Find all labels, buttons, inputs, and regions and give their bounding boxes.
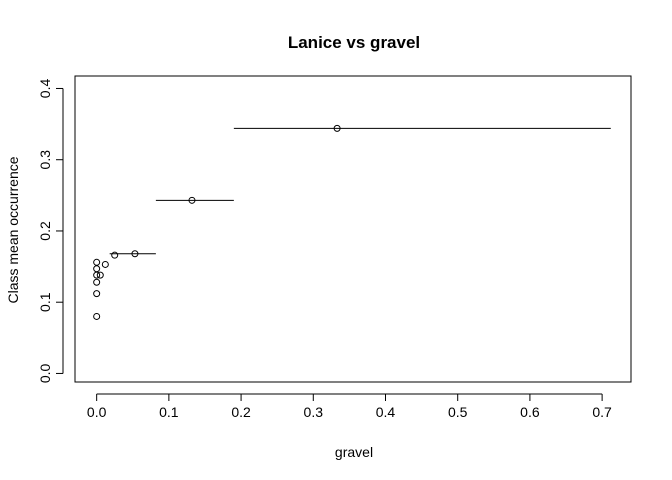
y-tick-label: 0.0	[37, 364, 53, 384]
data-point	[188, 196, 196, 204]
y-tick-label: 0.2	[37, 221, 53, 241]
x-tick-label: 0.3	[304, 404, 324, 420]
y-tick-label: 0.3	[37, 150, 53, 170]
data-point	[93, 312, 101, 320]
chart-title: Lanice vs gravel	[288, 33, 420, 52]
data-point	[111, 251, 119, 259]
y-axis-label: Class mean occurrence	[5, 156, 21, 303]
y-tick-label: 0.4	[37, 79, 53, 99]
x-axis: 0.0 0.1 0.2 0.3 0.4 0.5 0.6 0.7	[87, 393, 612, 420]
data-point	[101, 260, 109, 268]
plot-frame	[74, 75, 632, 383]
data-point	[93, 278, 101, 286]
data-point	[93, 290, 101, 298]
x-tick-label: 0.5	[448, 404, 468, 420]
data-point	[131, 250, 139, 258]
x-axis-label: gravel	[335, 444, 373, 460]
x-tick-label: 0.4	[376, 404, 396, 420]
data-point	[93, 265, 101, 273]
x-tick-label: 0.1	[159, 404, 179, 420]
data-point	[96, 271, 104, 279]
y-tick-label: 0.1	[37, 292, 53, 312]
data-point	[333, 124, 341, 132]
data-point	[93, 258, 101, 266]
range-lines	[109, 127, 611, 255]
y-axis: 0.0 0.1 0.2 0.3 0.4	[37, 79, 64, 384]
x-tick-label: 0.7	[592, 404, 612, 420]
data-points	[93, 124, 341, 320]
x-tick-label: 0.6	[520, 404, 540, 420]
x-tick-label: 0.2	[231, 404, 251, 420]
x-tick-label: 0.0	[87, 404, 107, 420]
